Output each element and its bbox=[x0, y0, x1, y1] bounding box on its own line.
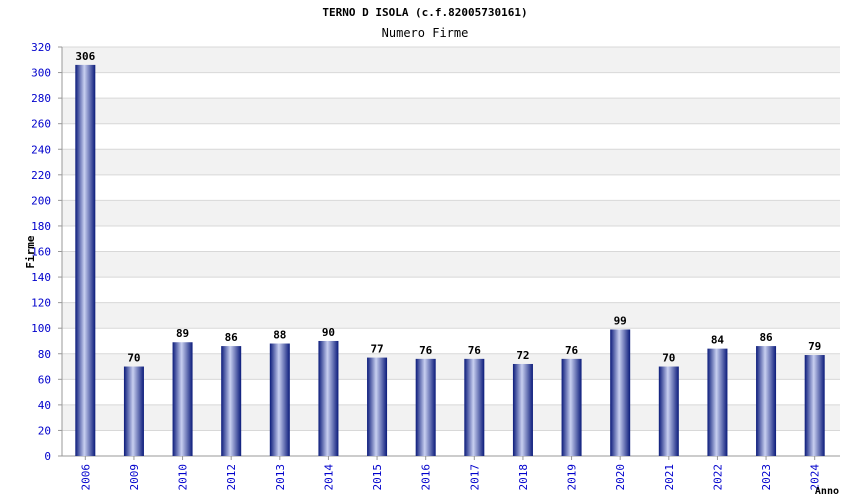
grid-band bbox=[62, 200, 840, 226]
y-tick-label: 100 bbox=[31, 322, 51, 335]
data-label: 70 bbox=[662, 352, 675, 365]
grid-band bbox=[62, 98, 840, 124]
bar bbox=[804, 355, 825, 456]
bar bbox=[415, 358, 436, 456]
y-tick-label: 280 bbox=[31, 92, 51, 105]
grid-band bbox=[62, 251, 840, 278]
y-tick-label: 120 bbox=[31, 297, 51, 310]
data-label: 72 bbox=[516, 349, 529, 362]
y-tick-label: 20 bbox=[38, 424, 51, 437]
x-tick-label: 2013 bbox=[274, 464, 287, 491]
grid-band bbox=[62, 149, 840, 175]
x-tick-label: 2010 bbox=[177, 464, 190, 491]
bar bbox=[756, 346, 777, 456]
data-label: 84 bbox=[711, 334, 725, 347]
bar bbox=[512, 363, 533, 456]
x-tick-label: 2022 bbox=[711, 464, 724, 491]
data-label: 79 bbox=[808, 340, 821, 353]
x-tick-label: 2016 bbox=[420, 464, 433, 491]
data-label: 86 bbox=[225, 331, 239, 344]
y-tick-label: 60 bbox=[38, 373, 51, 386]
y-tick-label: 320 bbox=[31, 41, 51, 54]
x-tick-label: 2014 bbox=[322, 464, 335, 491]
y-tick-label: 200 bbox=[31, 194, 51, 207]
chart-title: TERNO D ISOLA (c.f.82005730161) bbox=[322, 6, 528, 19]
data-label: 89 bbox=[176, 327, 189, 340]
y-tick-label: 0 bbox=[44, 450, 51, 463]
x-tick-label: 2021 bbox=[663, 464, 676, 491]
y-axis-label: Firme bbox=[24, 235, 37, 268]
y-tick-label: 300 bbox=[31, 67, 51, 80]
bar bbox=[318, 340, 339, 456]
data-label: 86 bbox=[759, 331, 773, 344]
x-tick-label: 2015 bbox=[371, 464, 384, 491]
chart-subtitle: Numero Firme bbox=[381, 26, 469, 40]
y-tick-label: 80 bbox=[38, 348, 51, 361]
data-label: 76 bbox=[565, 344, 579, 357]
bar bbox=[707, 348, 728, 456]
bar bbox=[172, 342, 193, 456]
bar bbox=[658, 366, 679, 456]
y-tick-label: 160 bbox=[31, 246, 51, 259]
x-tick-label: 2020 bbox=[614, 464, 627, 491]
y-tick-label: 240 bbox=[31, 143, 51, 156]
grid-band bbox=[62, 302, 840, 329]
data-label: 306 bbox=[75, 50, 95, 63]
x-tick-label: 2006 bbox=[79, 464, 92, 491]
x-tick-label: 2017 bbox=[468, 464, 481, 491]
x-tick-label: 2023 bbox=[760, 464, 773, 491]
x-tick-label: 2019 bbox=[566, 464, 579, 491]
bar bbox=[561, 358, 582, 456]
data-label: 99 bbox=[614, 314, 627, 327]
bar bbox=[610, 329, 631, 456]
y-tick-label: 140 bbox=[31, 271, 51, 284]
x-tick-label: 2009 bbox=[128, 464, 141, 491]
data-label: 77 bbox=[370, 343, 383, 356]
data-label: 90 bbox=[322, 326, 335, 339]
data-label: 88 bbox=[273, 329, 286, 342]
bar bbox=[75, 64, 96, 457]
bar bbox=[123, 366, 144, 456]
bar bbox=[464, 358, 485, 456]
y-tick-label: 40 bbox=[38, 399, 51, 412]
y-tick-label: 220 bbox=[31, 169, 51, 182]
bar bbox=[269, 343, 290, 456]
bar bbox=[367, 357, 388, 456]
data-label: 76 bbox=[419, 344, 433, 357]
x-axis-label: Anno bbox=[815, 486, 839, 497]
data-label: 70 bbox=[127, 352, 140, 365]
grid-band bbox=[62, 47, 840, 73]
y-tick-label: 260 bbox=[31, 118, 51, 131]
x-tick-label: 2024 bbox=[809, 464, 822, 491]
x-tick-label: 2018 bbox=[517, 464, 530, 491]
bar bbox=[221, 346, 242, 456]
data-label: 76 bbox=[468, 344, 482, 357]
y-tick-label: 180 bbox=[31, 220, 51, 233]
x-tick-label: 2012 bbox=[225, 464, 238, 491]
